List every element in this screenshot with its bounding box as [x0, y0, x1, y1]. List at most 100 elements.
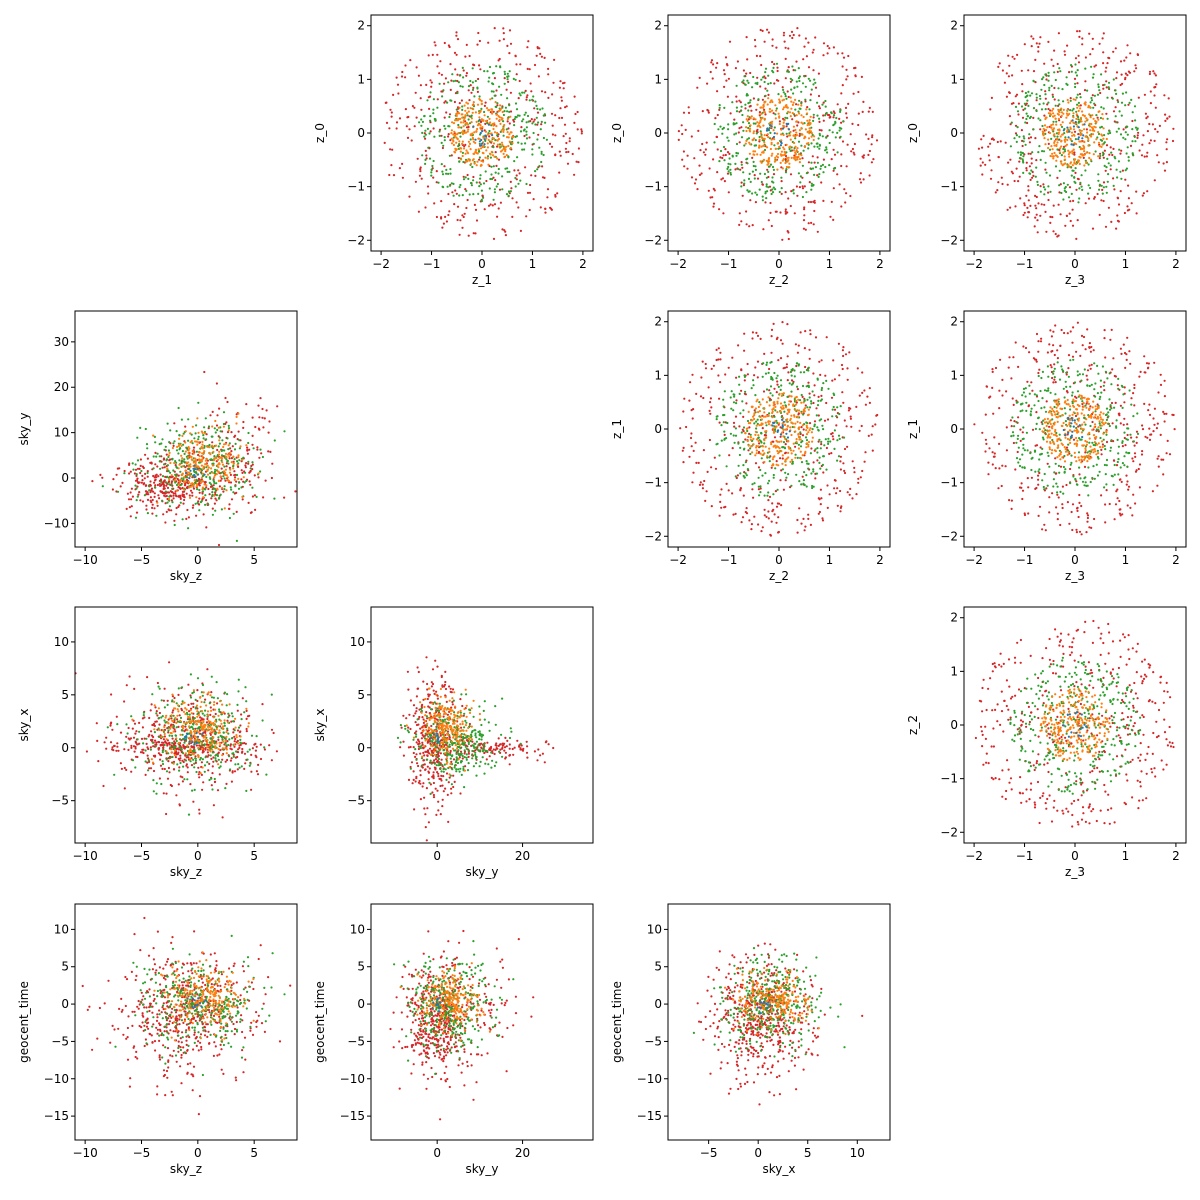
data-point: [784, 57, 787, 61]
data-point: [1003, 81, 1007, 84]
data-point: [1082, 144, 1085, 147]
data-point: [443, 139, 446, 142]
data-point: [531, 122, 534, 125]
data-point: [852, 92, 855, 95]
data-point: [499, 150, 503, 153]
scatter-points: [91, 370, 297, 547]
data-point: [1070, 192, 1073, 195]
data-point: [763, 80, 766, 84]
data-point: [1092, 117, 1095, 120]
data-point: [1032, 37, 1035, 40]
data-point: [751, 139, 754, 142]
data-point: [754, 144, 758, 147]
data-point: [562, 135, 565, 138]
data-point: [728, 157, 731, 160]
data-point: [1008, 91, 1011, 95]
data-point: [443, 165, 446, 168]
data-point: [698, 164, 701, 167]
data-point: [450, 182, 453, 185]
data-point: [1062, 100, 1065, 103]
data-point: [213, 476, 216, 479]
data-point: [719, 358, 722, 361]
data-point: [762, 158, 766, 161]
data-point: [784, 212, 787, 215]
data-point: [1023, 43, 1026, 46]
data-point: [762, 103, 765, 106]
data-point: [800, 522, 803, 525]
data-point: [997, 181, 1000, 184]
data-point: [250, 464, 253, 468]
data-point: [482, 136, 485, 139]
data-point: [580, 132, 583, 135]
data-point: [1119, 152, 1122, 155]
data-point: [483, 143, 486, 146]
data-point: [392, 174, 396, 177]
data-point: [209, 458, 212, 461]
data-point: [479, 174, 482, 177]
data-point: [487, 41, 490, 44]
data-point: [769, 82, 772, 85]
data-point: [729, 171, 732, 174]
data-point: [426, 127, 429, 130]
data-point: [181, 434, 184, 437]
data-point: [195, 485, 198, 488]
data-point: [462, 160, 465, 164]
data-point: [189, 489, 193, 492]
data-point: [565, 151, 568, 154]
data-point: [770, 122, 773, 125]
data-point: [512, 77, 515, 80]
data-point: [1017, 113, 1020, 116]
data-point: [755, 108, 758, 111]
data-point: [748, 225, 751, 228]
data-point: [759, 172, 762, 175]
data-point: [484, 170, 487, 173]
data-point: [513, 124, 516, 127]
data-point: [807, 137, 811, 140]
data-point: [738, 212, 741, 215]
data-point: [741, 113, 744, 117]
data-point: [755, 54, 759, 58]
data-point: [522, 118, 525, 121]
data-point: [453, 203, 456, 206]
data-point: [258, 456, 261, 459]
data-point: [735, 100, 738, 103]
data-point: [849, 194, 852, 198]
data-point: [739, 472, 742, 475]
data-point: [690, 432, 693, 435]
data-point: [161, 466, 164, 469]
data-point: [1019, 153, 1023, 156]
data-point: [448, 184, 452, 187]
data-point: [766, 146, 769, 149]
data-point: [802, 219, 806, 222]
data-point: [774, 188, 777, 191]
data-point: [443, 82, 446, 85]
data-point: [813, 78, 816, 81]
data-point: [981, 173, 984, 176]
data-point: [1091, 227, 1095, 230]
data-point: [767, 170, 770, 173]
data-point: [203, 370, 206, 374]
data-point: [742, 448, 746, 451]
data-point: [201, 490, 205, 493]
data-point: [211, 464, 214, 467]
data-point: [210, 497, 213, 500]
data-point: [1130, 98, 1133, 101]
y-axis-label: sky_y: [17, 413, 31, 446]
data-point: [767, 517, 770, 520]
data-point: [523, 128, 526, 131]
data-point: [765, 159, 768, 162]
data-point: [804, 365, 807, 369]
data-point: [468, 159, 471, 162]
data-point: [822, 171, 825, 174]
data-point: [517, 182, 520, 185]
data-point: [761, 427, 764, 430]
data-point: [1032, 107, 1036, 110]
data-point: [801, 122, 805, 125]
data-point: [714, 117, 717, 120]
data-point: [1048, 148, 1052, 151]
data-point: [812, 69, 815, 72]
data-point: [682, 410, 685, 413]
data-point: [1013, 57, 1016, 60]
data-point: [467, 85, 471, 88]
data-point: [1041, 124, 1044, 128]
